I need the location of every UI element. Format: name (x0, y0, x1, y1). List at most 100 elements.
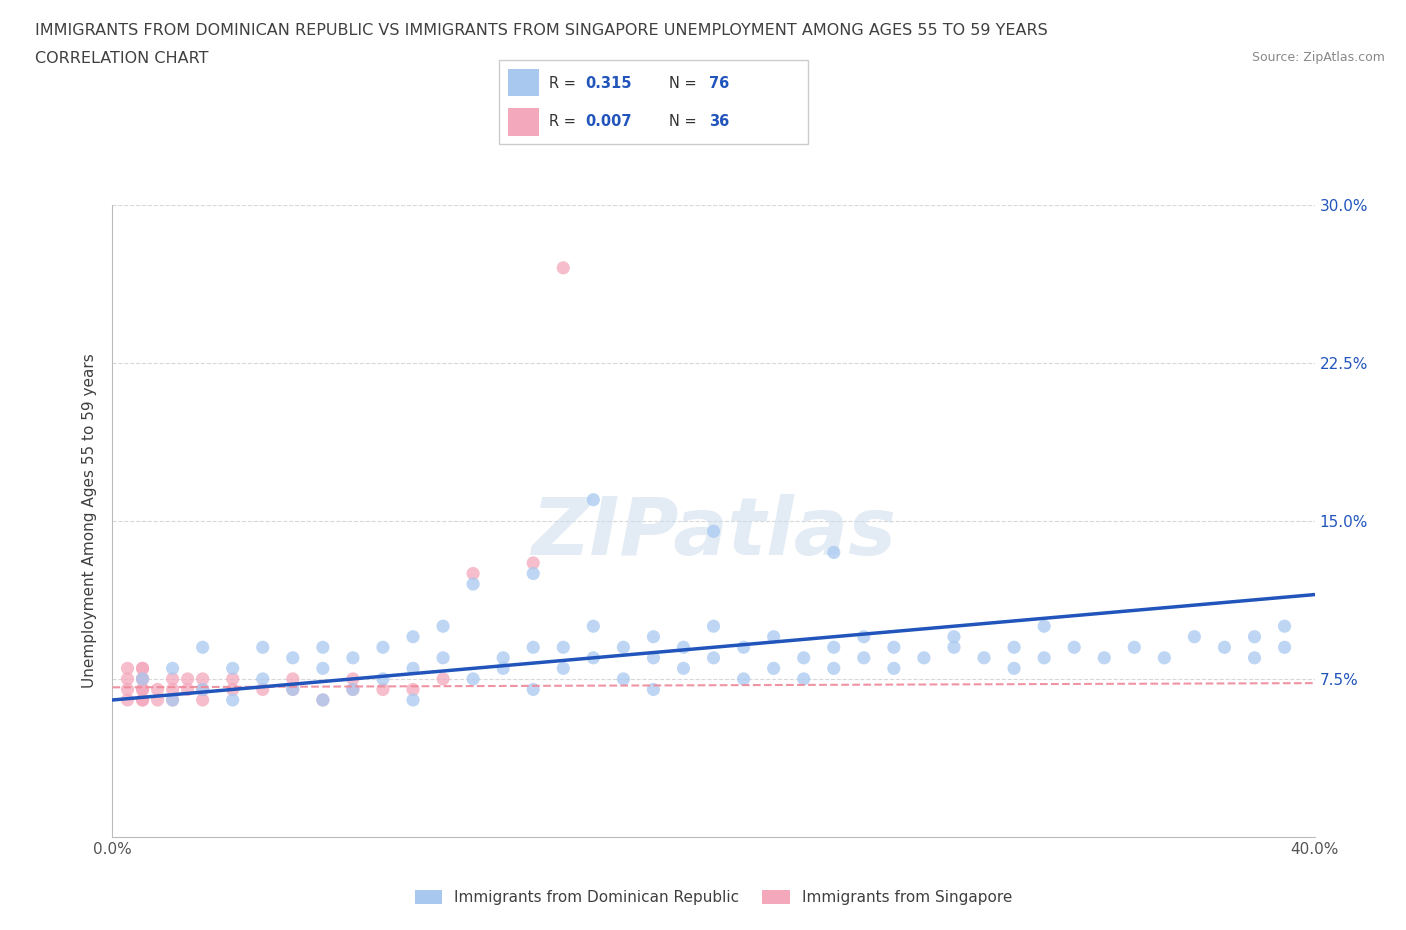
Point (702, 524, 725, 538)
Point (402, 682, 425, 697)
Point (191, 640, 214, 655)
Point (222, 682, 245, 697)
Point (553, 260, 575, 275)
Point (672, 661, 695, 676)
Point (702, 650, 725, 665)
Point (131, 671, 153, 686)
Point (281, 682, 304, 697)
Text: IMMIGRANTS FROM DOMINICAN REPUBLIC VS IMMIGRANTS FROM SINGAPORE UNEMPLOYMENT AMO: IMMIGRANTS FROM DOMINICAN REPUBLIC VS IM… (35, 23, 1047, 38)
Point (672, 640, 695, 655)
Point (1243, 650, 1265, 665)
Point (131, 671, 153, 686)
Point (402, 661, 425, 676)
Point (612, 671, 634, 686)
Point (162, 693, 184, 708)
Point (733, 640, 755, 655)
Point (492, 650, 515, 665)
Point (1184, 630, 1206, 644)
Text: ZIPatlas: ZIPatlas (531, 495, 896, 573)
Point (973, 650, 995, 665)
Point (312, 661, 335, 676)
Point (131, 661, 153, 676)
Point (191, 693, 214, 708)
Point (461, 577, 484, 591)
Point (432, 650, 454, 665)
Point (371, 682, 394, 697)
Point (942, 630, 965, 644)
Point (793, 671, 815, 686)
Point (117, 671, 139, 686)
Point (823, 661, 845, 676)
Point (1274, 640, 1296, 655)
Point (522, 555, 544, 570)
Point (312, 640, 335, 655)
Point (252, 682, 274, 697)
Legend: Immigrants from Dominican Republic, Immigrants from Singapore: Immigrants from Dominican Republic, Immi… (409, 884, 1018, 911)
Point (131, 671, 153, 686)
Bar (509, 69, 540, 97)
Point (612, 640, 634, 655)
Point (131, 693, 153, 708)
Point (582, 492, 605, 507)
Point (793, 650, 815, 665)
Point (852, 650, 875, 665)
Point (371, 640, 394, 655)
Point (432, 618, 454, 633)
Text: N =: N = (669, 75, 702, 90)
Point (162, 671, 184, 686)
Point (883, 661, 905, 676)
Point (762, 630, 785, 644)
Point (371, 671, 394, 686)
Text: R =: R = (548, 114, 581, 129)
Point (432, 671, 454, 686)
Point (461, 566, 484, 581)
Point (146, 693, 169, 708)
Point (176, 671, 198, 686)
Text: 0.315: 0.315 (586, 75, 633, 90)
Point (281, 650, 304, 665)
Point (823, 640, 845, 655)
Point (582, 618, 605, 633)
Point (131, 682, 153, 697)
Point (281, 682, 304, 697)
Point (1213, 640, 1236, 655)
Point (912, 650, 935, 665)
Point (1274, 618, 1296, 633)
Point (522, 682, 544, 697)
Point (492, 661, 515, 676)
Text: CORRELATION CHART: CORRELATION CHART (35, 51, 208, 66)
Point (252, 640, 274, 655)
Point (252, 671, 274, 686)
Point (342, 650, 364, 665)
Point (733, 671, 755, 686)
Point (222, 671, 245, 686)
Point (643, 630, 665, 644)
Point (342, 671, 364, 686)
Point (312, 693, 335, 708)
Point (312, 693, 335, 708)
Point (281, 671, 304, 686)
Point (1033, 650, 1056, 665)
Point (1063, 640, 1085, 655)
Point (942, 640, 965, 655)
Point (553, 661, 575, 676)
Text: 76: 76 (710, 75, 730, 90)
Text: R =: R = (548, 75, 581, 90)
Point (342, 682, 364, 697)
Point (883, 640, 905, 655)
Point (1002, 661, 1025, 676)
Point (191, 682, 214, 697)
Point (162, 661, 184, 676)
Point (643, 650, 665, 665)
Point (162, 693, 184, 708)
Text: N =: N = (669, 114, 702, 129)
Y-axis label: Unemployment Among Ages 55 to 59 years: Unemployment Among Ages 55 to 59 years (82, 353, 97, 688)
FancyBboxPatch shape (499, 60, 808, 144)
Point (131, 661, 153, 676)
Point (222, 693, 245, 708)
Point (176, 682, 198, 697)
Point (582, 650, 605, 665)
Point (643, 682, 665, 697)
Point (823, 545, 845, 560)
Point (1123, 640, 1146, 655)
